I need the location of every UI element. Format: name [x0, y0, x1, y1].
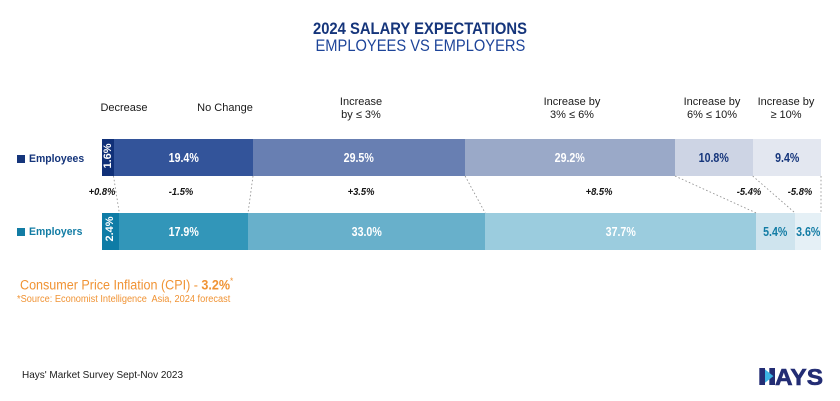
svg-text:AYS: AYS	[775, 364, 823, 390]
